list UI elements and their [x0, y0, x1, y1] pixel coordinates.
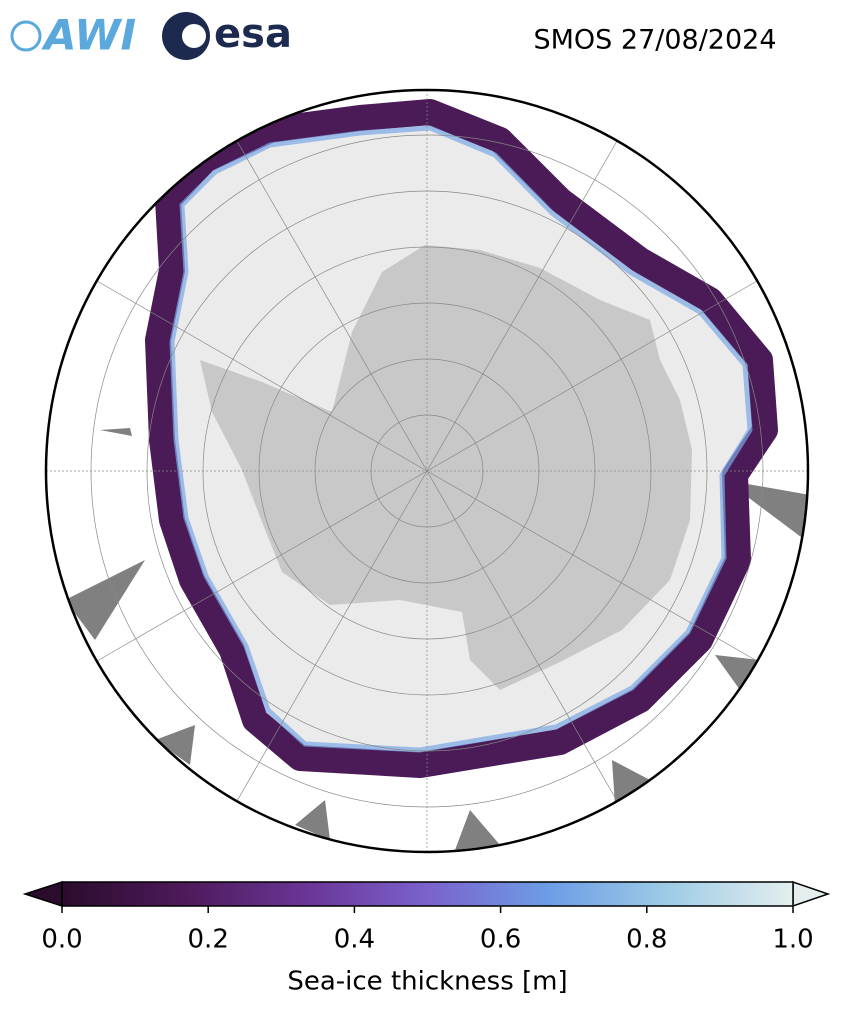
tick-label: 0.6 [480, 925, 521, 955]
map [46, 90, 808, 852]
esa-logo: esa [162, 11, 292, 60]
awi-logo: AWI [10, 11, 136, 60]
colorbar-ramp [61, 881, 794, 907]
graticule [46, 90, 808, 852]
tick-label: 0.2 [188, 925, 229, 955]
tick-label: 0.8 [626, 925, 667, 955]
colorbar-label: Sea-ice thickness [m] [287, 967, 567, 997]
extend-low [22, 880, 63, 908]
esa-logo-text: esa [214, 11, 292, 57]
tick-label: 0.0 [41, 925, 82, 955]
title: SMOS 27/08/2024 [533, 25, 776, 56]
extend-high [792, 880, 831, 908]
map-frame [44, 88, 810, 854]
tick-label: 0.4 [334, 925, 375, 955]
antarctica [200, 245, 692, 690]
colorbar: 0.0 0.2 0.4 0.6 0.8 1.0 Sea-ice thickness [m] [22, 880, 831, 997]
tick-label: 1.0 [772, 925, 813, 955]
awi-logo-text: AWI [41, 11, 136, 60]
